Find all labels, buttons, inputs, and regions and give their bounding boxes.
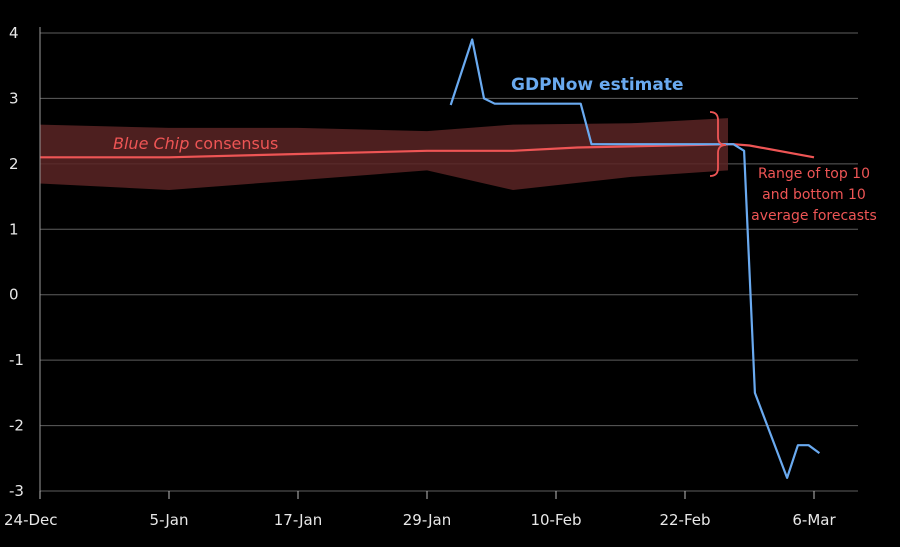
blue-chip-rest: consensus bbox=[189, 134, 278, 153]
gdpnow-label: GDPNow estimate bbox=[511, 75, 684, 95]
blue-chip-italic: Blue Chip bbox=[113, 134, 189, 153]
x-tick-label: 22-Feb bbox=[659, 511, 710, 529]
range-label-line-1: Range of top 10 bbox=[758, 166, 870, 182]
annotations: GDPNow estimate Blue Chip consensus Rang… bbox=[113, 75, 877, 224]
y-tick-label: 1 bbox=[9, 220, 19, 238]
x-tick-label: 24-Dec bbox=[4, 511, 58, 529]
range-bracket bbox=[709, 111, 727, 177]
range-band-group bbox=[40, 118, 728, 190]
series-lines bbox=[40, 38, 821, 479]
x-tick-label: 5-Jan bbox=[150, 511, 189, 529]
x-tick-label: 17-Jan bbox=[274, 511, 322, 529]
y-tick-label: 0 bbox=[9, 286, 19, 304]
x-tick-label: 10-Feb bbox=[530, 511, 581, 529]
y-tick-label: 3 bbox=[9, 89, 19, 107]
x-tick-label: 6-Mar bbox=[792, 511, 836, 529]
gridlines bbox=[40, 32, 858, 492]
range-label-line-3: average forecasts bbox=[751, 208, 877, 224]
y-tick-label: -3 bbox=[9, 482, 24, 500]
y-tick-label: -1 bbox=[9, 351, 24, 369]
blue-chip-series-line bbox=[40, 143, 815, 159]
range-label-line-2: and bottom 10 bbox=[762, 187, 866, 203]
blue-chip-label: Blue Chip consensus bbox=[113, 134, 278, 153]
gdpnow-series-line bbox=[449, 38, 821, 479]
range-band bbox=[40, 118, 728, 190]
y-axis: 4 3 2 1 0 -1 -2 -3 bbox=[9, 24, 41, 500]
x-axis: 24-Dec 5-Jan 17-Jan 29-Jan 10-Feb 22-Feb 6-Mar bbox=[4, 491, 836, 529]
x-tick-label: 29-Jan bbox=[403, 511, 451, 529]
y-tick-label: -2 bbox=[9, 417, 24, 435]
y-tick-label: 4 bbox=[9, 24, 19, 42]
y-tick-label: 2 bbox=[9, 155, 19, 173]
